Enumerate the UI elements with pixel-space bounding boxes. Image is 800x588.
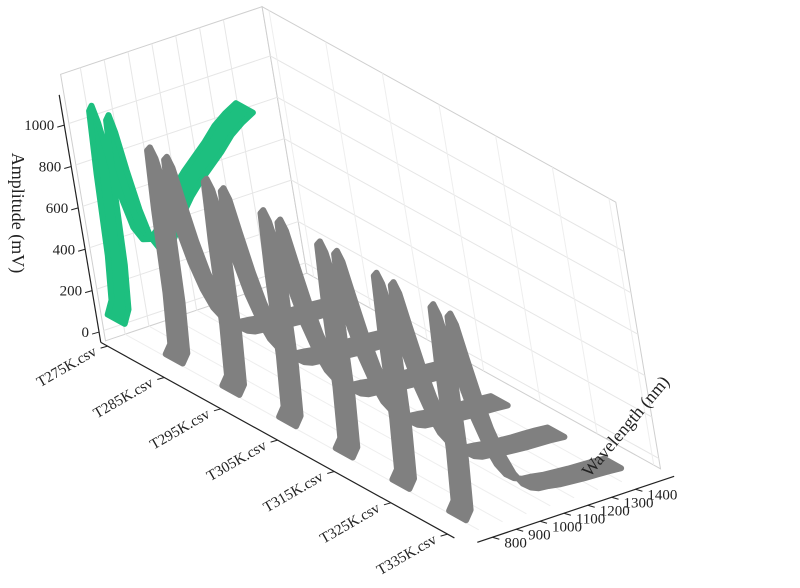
x-tick-label: 1400 bbox=[647, 487, 677, 503]
y-tick-label: 800 bbox=[39, 159, 62, 175]
y-axis-title: Amplitude (mV) bbox=[7, 153, 28, 273]
gridline-amplitude bbox=[68, 55, 625, 252]
x-tick bbox=[635, 488, 643, 492]
y-tick-label: 1000 bbox=[24, 118, 54, 134]
gridline-category bbox=[381, 73, 428, 340]
category-tick bbox=[327, 471, 335, 474]
category-tick bbox=[100, 345, 108, 349]
y-tick bbox=[57, 124, 65, 128]
x-tick bbox=[539, 520, 548, 524]
category-tick bbox=[270, 439, 278, 443]
y-axis-line bbox=[58, 94, 102, 343]
gridline-category bbox=[325, 41, 371, 309]
y-tick-label: 200 bbox=[60, 284, 83, 300]
gridline-category bbox=[495, 135, 541, 403]
y-tick bbox=[64, 166, 72, 169]
category-tick bbox=[213, 408, 222, 412]
y-tick-label: 0 bbox=[82, 325, 90, 341]
gridline-amplitude bbox=[75, 96, 632, 294]
y-tick bbox=[78, 248, 86, 252]
category-tick bbox=[157, 377, 165, 380]
category-tick bbox=[440, 533, 448, 537]
x-tick-label: 1200 bbox=[600, 503, 630, 519]
gridline-category bbox=[551, 167, 598, 434]
x-tick bbox=[611, 496, 619, 500]
category-tick bbox=[383, 502, 392, 506]
x-tick-label: 1300 bbox=[624, 495, 654, 511]
gridline-category bbox=[268, 10, 315, 278]
gridline-wavelength bbox=[222, 19, 269, 287]
y-tick-label: 600 bbox=[46, 201, 69, 217]
x-tick bbox=[516, 528, 524, 532]
gridline-floor bbox=[124, 333, 479, 531]
gridline-floor bbox=[196, 309, 551, 507]
series-ribbon-6 bbox=[427, 301, 625, 524]
series-ribbon-4 bbox=[314, 238, 511, 461]
gridline-category bbox=[438, 104, 485, 372]
x-tick bbox=[563, 512, 571, 516]
x-tick-label: 1100 bbox=[576, 511, 605, 527]
y-tick bbox=[91, 331, 100, 335]
x-tick bbox=[492, 536, 500, 540]
x-tick-label: 900 bbox=[528, 527, 551, 543]
series-ribbons bbox=[86, 100, 625, 524]
x-tick bbox=[587, 504, 595, 508]
category-axis-line bbox=[100, 341, 455, 539]
x-tick-label: 800 bbox=[504, 535, 527, 551]
y-tick-label: 400 bbox=[53, 242, 76, 258]
axes bbox=[57, 94, 675, 543]
y-tick bbox=[84, 290, 93, 294]
x-tick-label: 1000 bbox=[552, 519, 582, 535]
x-axis-line bbox=[477, 475, 675, 543]
gridline-category bbox=[608, 198, 655, 466]
gridline-floor bbox=[148, 325, 503, 523]
y-tick bbox=[71, 207, 79, 211]
series-ribbon-5 bbox=[370, 269, 568, 492]
